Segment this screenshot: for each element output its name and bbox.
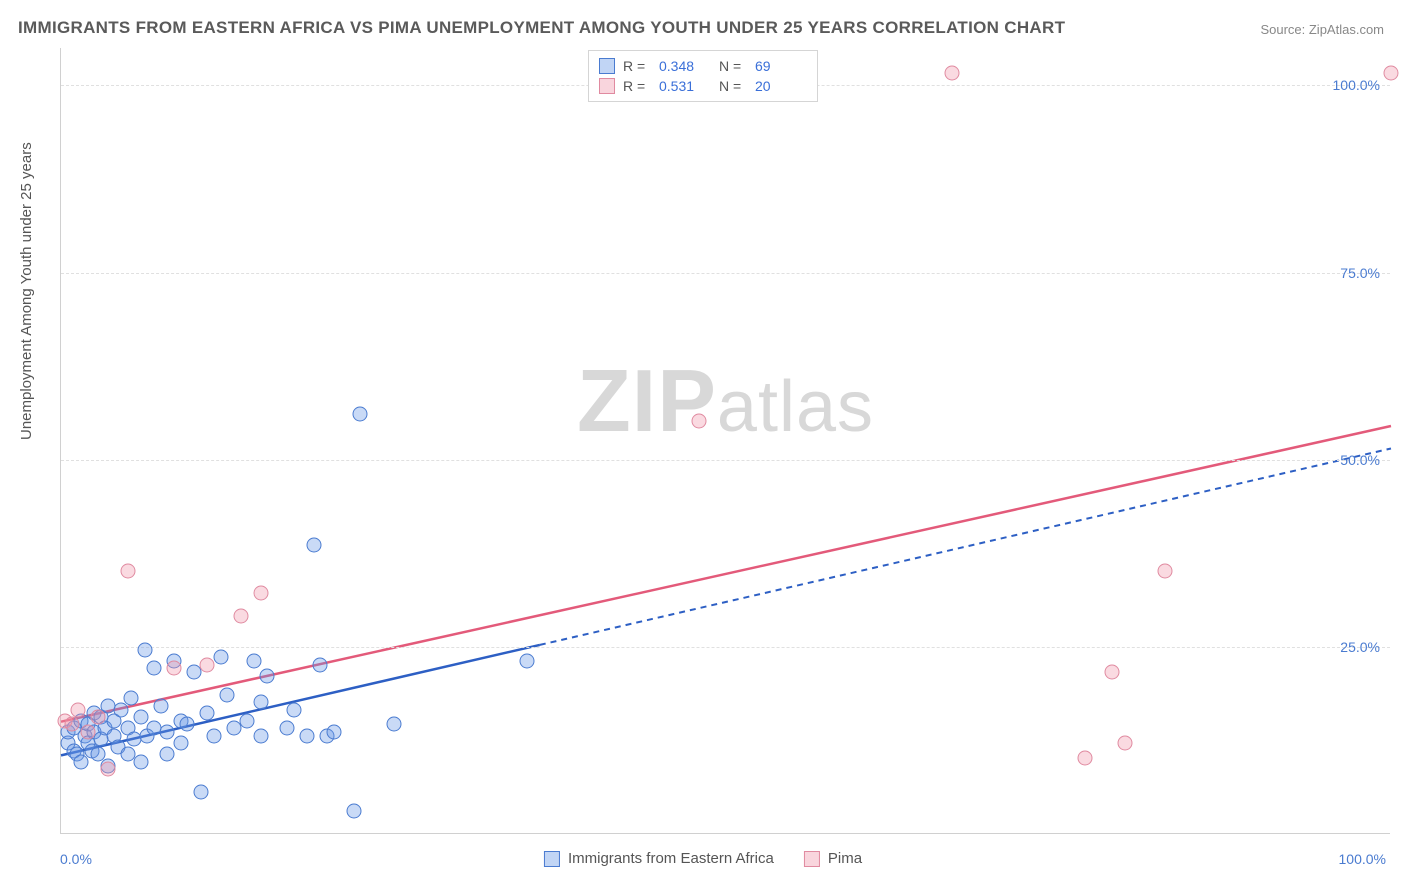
scatter-point-series2 [1104, 665, 1119, 680]
y-tick-label: 100.0% [1333, 77, 1380, 93]
scatter-point-series1 [213, 650, 228, 665]
scatter-point-series1 [220, 687, 235, 702]
gridline [61, 460, 1390, 461]
scatter-point-series2 [100, 762, 115, 777]
swatch-blue [544, 851, 560, 867]
r-value-2: 0.531 [659, 78, 711, 94]
scatter-point-series2 [64, 717, 79, 732]
swatch-pink [804, 851, 820, 867]
scatter-point-series1 [246, 653, 261, 668]
scatter-point-series1 [160, 724, 175, 739]
x-tick-max: 100.0% [1339, 851, 1386, 867]
trend-lines-svg [61, 48, 1390, 833]
scatter-point-series1 [300, 728, 315, 743]
scatter-point-series1 [153, 698, 168, 713]
r-value-1: 0.348 [659, 58, 711, 74]
gridline [61, 273, 1390, 274]
scatter-point-series1 [326, 724, 341, 739]
scatter-point-series2 [120, 564, 135, 579]
scatter-point-series1 [133, 754, 148, 769]
scatter-point-series1 [519, 653, 534, 668]
plot-area: ZIPatlas 25.0%50.0%75.0%100.0% [60, 48, 1390, 834]
legend-row-series2: R = 0.531 N = 20 [599, 76, 807, 96]
scatter-point-series2 [233, 608, 248, 623]
scatter-point-series1 [173, 736, 188, 751]
legend-label-1: Immigrants from Eastern Africa [568, 850, 774, 867]
scatter-point-series2 [91, 709, 106, 724]
series-legend: Immigrants from Eastern Africa Pima [544, 850, 862, 867]
legend-item-series2: Pima [804, 850, 862, 867]
scatter-point-series2 [692, 414, 707, 429]
x-tick-min: 0.0% [60, 851, 92, 867]
scatter-point-series1 [137, 642, 152, 657]
correlation-legend: R = 0.348 N = 69 R = 0.531 N = 20 [588, 50, 818, 102]
scatter-point-series1 [200, 706, 215, 721]
chart-title: IMMIGRANTS FROM EASTERN AFRICA VS PIMA U… [18, 18, 1065, 38]
scatter-point-series2 [1118, 736, 1133, 751]
scatter-point-series1 [280, 721, 295, 736]
gridline [61, 647, 1390, 648]
scatter-point-series1 [240, 713, 255, 728]
scatter-point-series1 [133, 709, 148, 724]
n-label: N = [719, 78, 747, 94]
scatter-point-series1 [346, 803, 361, 818]
scatter-point-series1 [306, 537, 321, 552]
n-label: N = [719, 58, 747, 74]
scatter-point-series1 [253, 728, 268, 743]
swatch-blue [599, 58, 615, 74]
scatter-point-series2 [1078, 751, 1093, 766]
scatter-point-series1 [206, 728, 221, 743]
scatter-point-series2 [200, 657, 215, 672]
legend-row-series1: R = 0.348 N = 69 [599, 56, 807, 76]
scatter-point-series1 [313, 657, 328, 672]
scatter-point-series2 [253, 586, 268, 601]
scatter-point-series1 [260, 668, 275, 683]
r-label: R = [623, 58, 651, 74]
y-tick-label: 75.0% [1340, 265, 1380, 281]
y-tick-label: 50.0% [1340, 452, 1380, 468]
legend-label-2: Pima [828, 850, 862, 867]
swatch-pink [599, 78, 615, 94]
scatter-point-series1 [160, 747, 175, 762]
trend-line-extrapolation [540, 448, 1391, 644]
scatter-point-series2 [945, 66, 960, 81]
y-axis-label: Unemployment Among Youth under 25 years [18, 142, 35, 440]
scatter-point-series1 [386, 717, 401, 732]
scatter-point-series1 [147, 661, 162, 676]
scatter-point-series1 [124, 691, 139, 706]
scatter-point-series1 [193, 784, 208, 799]
scatter-point-series2 [167, 661, 182, 676]
scatter-point-series2 [71, 702, 86, 717]
scatter-point-series1 [286, 702, 301, 717]
source-label: Source: ZipAtlas.com [1260, 22, 1384, 37]
n-value-2: 20 [755, 78, 807, 94]
n-value-1: 69 [755, 58, 807, 74]
r-label: R = [623, 78, 651, 94]
scatter-point-series1 [353, 406, 368, 421]
scatter-point-series2 [80, 724, 95, 739]
legend-item-series1: Immigrants from Eastern Africa [544, 850, 774, 867]
y-tick-label: 25.0% [1340, 639, 1380, 655]
scatter-point-series1 [180, 717, 195, 732]
scatter-point-series2 [1157, 564, 1172, 579]
scatter-point-series2 [1384, 66, 1399, 81]
scatter-point-series1 [253, 695, 268, 710]
